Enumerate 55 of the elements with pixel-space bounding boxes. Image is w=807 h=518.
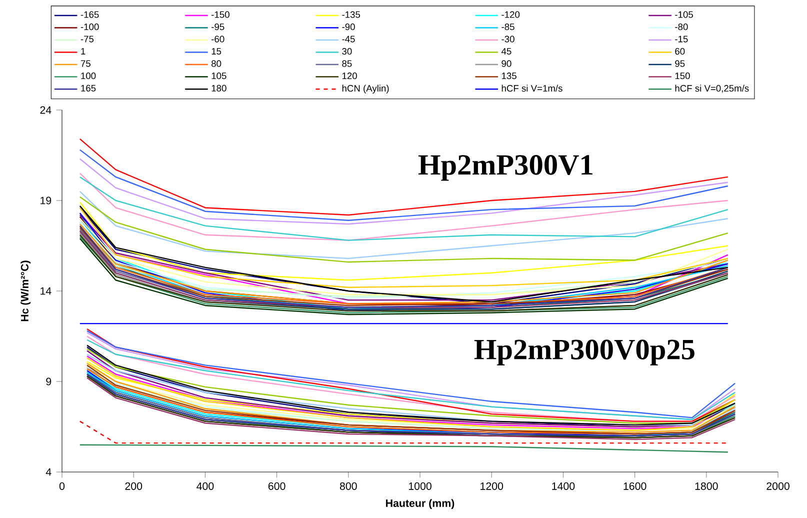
legend-label: -135: [342, 11, 360, 18]
x-tick-label: 1400: [552, 482, 575, 490]
x-tick-label: 200: [125, 482, 142, 490]
legend-label: 75: [80, 60, 90, 67]
legend-label: -95: [212, 24, 224, 30]
legend-label: -150: [212, 11, 230, 18]
legend-label: 45: [501, 48, 512, 55]
legend-label: 165: [81, 84, 96, 92]
legend-label: -120: [502, 11, 520, 18]
legend-label: -165: [80, 11, 99, 18]
legend-label: -30: [502, 36, 514, 42]
x-tick-label: 1000: [408, 482, 432, 490]
legend-label: -90: [342, 24, 355, 30]
legend-label: -15: [675, 36, 688, 42]
x-axis-title: Hauteur (mm): [386, 499, 454, 510]
y-tick-label: 4: [46, 468, 52, 476]
legend-label: 1: [81, 48, 86, 54]
legend-label: 60: [675, 48, 685, 55]
x-tick-label: 1200: [480, 482, 504, 490]
annotation: Hp2mP300V1: [418, 155, 592, 181]
x-tick-label: 0: [59, 482, 65, 490]
x-tick-label: 600: [268, 482, 286, 490]
legend-label: hCF si V=1m/s: [502, 84, 562, 92]
annotation: Hp2mP300V0p25: [474, 340, 694, 366]
legend-label: -80: [675, 24, 688, 30]
legend-label: hCF si V=0,25m/s: [675, 84, 749, 93]
legend-label: 80: [212, 60, 222, 67]
y-tick-label: 9: [46, 378, 52, 386]
legend-label: 180: [212, 84, 226, 92]
y-tick-label: 14: [40, 287, 52, 295]
legend-label: 135: [502, 72, 516, 80]
legend-label: 105: [212, 72, 226, 80]
legend-label: -60: [212, 36, 224, 42]
legend-label: 95: [675, 60, 685, 67]
legend-label: -75: [80, 36, 94, 42]
legend-label: 30: [342, 48, 352, 55]
y-axis-title: Hc (W/m²°C): [20, 260, 31, 322]
legend-label: 150: [675, 72, 690, 80]
legend-label: 90: [502, 60, 512, 67]
legend-label: -85: [502, 24, 514, 30]
y-tick-label: 19: [40, 196, 52, 204]
x-tick-label: 800: [340, 482, 357, 490]
legend-label: -45: [342, 36, 355, 42]
legend-label: 120: [342, 72, 357, 80]
x-tick-label: 400: [196, 482, 214, 490]
x-tick-label: 1800: [695, 482, 718, 490]
legend-label: 85: [342, 60, 352, 67]
y-tick-label: 24: [40, 106, 52, 114]
x-tick-label: 1600: [624, 482, 646, 490]
legend-label: hCN (Aylin): [342, 84, 389, 94]
legend-label: 15: [212, 48, 222, 55]
legend-label: -105: [675, 11, 693, 18]
legend-label: 100: [81, 72, 96, 80]
x-tick-label: 2000: [766, 482, 790, 490]
legend-label: -100: [80, 24, 99, 30]
